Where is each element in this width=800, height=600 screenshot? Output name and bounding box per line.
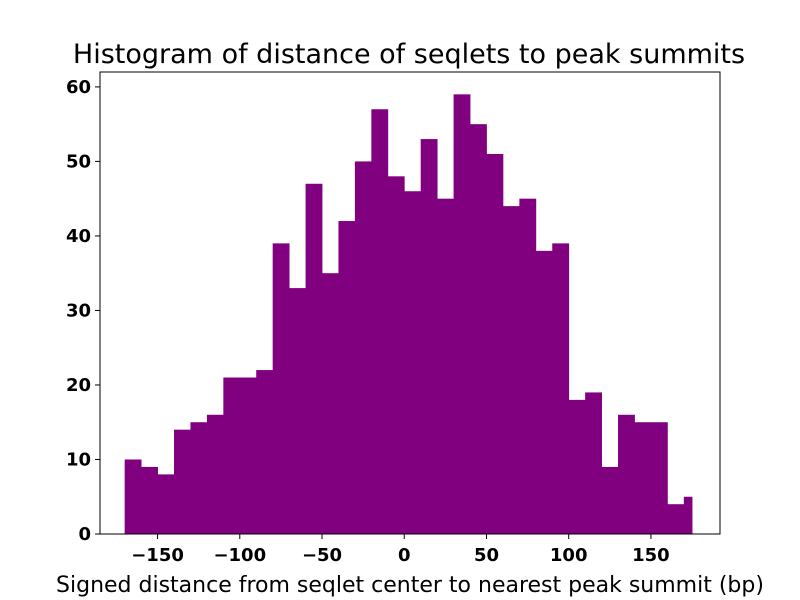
y-tick-label: 10 (66, 449, 91, 470)
y-tick-label: 20 (66, 375, 91, 396)
histogram-bar (174, 429, 191, 534)
x-axis-ticks: −150 −100 −50 0 50 100 150 (131, 534, 670, 566)
histogram-bar (387, 176, 405, 535)
histogram-bar (502, 206, 520, 534)
histogram-bar (535, 250, 553, 534)
x-tick-label: −50 (302, 545, 342, 566)
x-tick-label: −150 (131, 545, 184, 566)
x-tick-label: 50 (474, 545, 499, 566)
y-tick-label: 60 (66, 77, 91, 98)
x-axis-label: Signed distance from seqlet center to ne… (56, 573, 764, 598)
histogram-bar (486, 153, 504, 534)
y-tick-label: 40 (66, 226, 91, 247)
histogram-bar (601, 466, 619, 534)
histogram-bar (338, 221, 356, 534)
x-tick-label: 0 (398, 545, 411, 566)
x-tick-label: 150 (632, 545, 670, 566)
histogram-bar (650, 422, 668, 534)
histogram-bar (420, 139, 438, 534)
histogram-bar (667, 504, 685, 534)
y-tick-label: 30 (66, 300, 91, 321)
histogram-bar (568, 399, 586, 534)
histogram-bar (404, 191, 422, 534)
histogram-bar (256, 370, 274, 534)
histogram-bar (354, 161, 372, 534)
histogram-bar (371, 109, 389, 535)
bars-group (124, 94, 693, 535)
histogram-bar (190, 422, 208, 534)
histogram-bar (305, 183, 323, 534)
histogram-bar (453, 94, 471, 535)
histogram-bar (683, 496, 693, 534)
histogram-bar (223, 377, 241, 534)
histogram-bar (272, 243, 290, 535)
y-tick-label: 0 (78, 524, 91, 545)
histogram-bar (634, 422, 652, 534)
histogram-bar (157, 474, 175, 534)
histogram-bar (470, 124, 487, 535)
histogram-bar (239, 377, 257, 534)
histogram-bar (585, 392, 602, 534)
histogram-bar (322, 273, 339, 534)
chart-title: Histogram of distance of seqlets to peak… (73, 39, 745, 70)
y-tick-label: 50 (66, 151, 91, 172)
histogram-bar (437, 198, 454, 534)
histogram-bar (141, 466, 158, 534)
histogram-bar (519, 198, 537, 534)
histogram-bar (552, 243, 570, 535)
x-tick-label: 100 (550, 545, 588, 566)
histogram-bar (618, 414, 635, 534)
x-tick-label: −100 (213, 545, 266, 566)
histogram-bar (289, 288, 306, 534)
plot-frame (99, 71, 721, 535)
y-axis-ticks: 0 10 20 30 40 50 60 (66, 77, 100, 545)
histogram-bar (206, 414, 224, 534)
histogram-bar (124, 459, 142, 534)
